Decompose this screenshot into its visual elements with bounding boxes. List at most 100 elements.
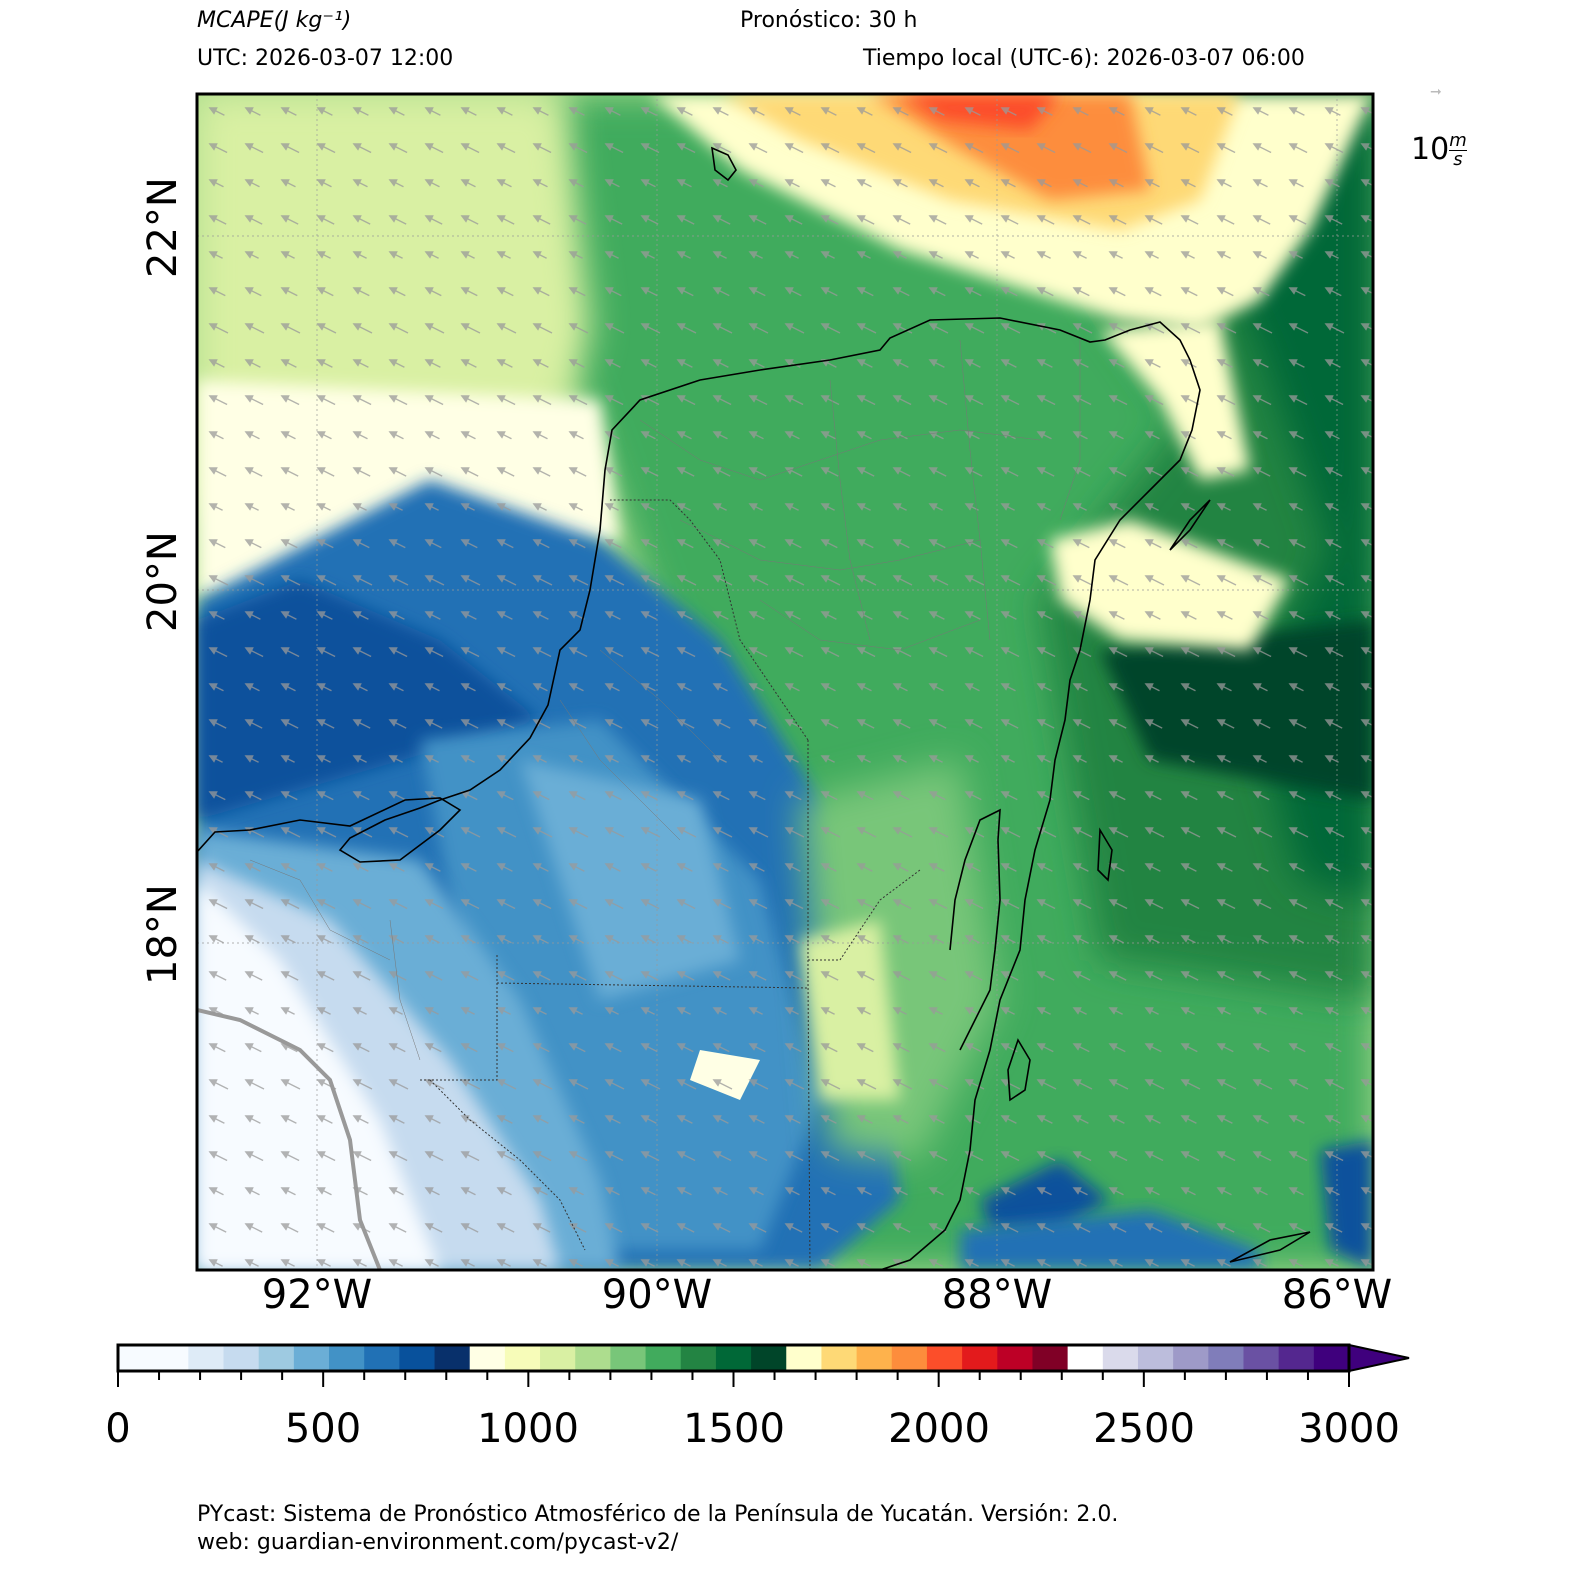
lon-label-86: 86°W (1281, 1272, 1393, 1318)
colorbar-tick-label: 3000 (1298, 1406, 1400, 1452)
wind-arrow (208, 179, 224, 188)
wind-arrow (424, 899, 444, 910)
wind-arrow (532, 1043, 550, 1053)
wind-arrow (568, 215, 587, 225)
wind-arrow (1288, 143, 1308, 154)
wind-arrow (712, 647, 732, 658)
wind-arrow (424, 611, 441, 620)
wind-arrow (316, 179, 332, 188)
wind-arrow (1180, 827, 1201, 838)
wind-arrow (1252, 1259, 1267, 1267)
wind-arrow (424, 1079, 445, 1090)
wind-arrow (316, 431, 332, 440)
wind-arrow (964, 863, 981, 872)
wind-arrow (1288, 323, 1309, 334)
wind-arrow (1360, 971, 1373, 979)
wind-arrow (712, 215, 731, 225)
wind-arrow (1036, 1007, 1051, 1015)
wind-arrow (892, 323, 913, 334)
wind-arrow (1252, 179, 1268, 188)
wind-arrow (568, 179, 584, 188)
wind-arrow (1216, 791, 1234, 801)
wind-arrow (1144, 1151, 1164, 1162)
wind-arrow (712, 791, 730, 801)
wind-arrow (892, 395, 912, 406)
wind-arrow (856, 935, 872, 944)
wind-arrow (640, 863, 657, 872)
wind-arrow (892, 791, 910, 801)
wind-arrow (1180, 395, 1200, 406)
wind-arrow (964, 1043, 982, 1053)
wind-arrow (1180, 323, 1201, 334)
wind-arrow (712, 1151, 732, 1162)
wind-arrow (604, 251, 619, 259)
wind-arrow (856, 251, 871, 259)
wind-arrow (1000, 1187, 1016, 1196)
wind-arrow (640, 359, 657, 368)
wind-arrow (856, 431, 872, 440)
wind-arrow (460, 431, 476, 440)
wind-arrow (928, 755, 943, 763)
colorbar-cell (645, 1345, 682, 1371)
wind-arrow (1360, 575, 1373, 583)
wind-arrow (424, 179, 440, 188)
wind-arrow (892, 575, 913, 586)
wind-arrow (208, 863, 225, 872)
wind-arrow (352, 359, 369, 368)
wind-arrow (640, 215, 659, 225)
wind-arrow (568, 323, 589, 334)
wind-arrow (388, 1223, 407, 1233)
wind-arrow (1360, 395, 1373, 403)
wind-arrow (280, 1043, 298, 1053)
wind-arrow (1216, 1079, 1237, 1090)
wind-arrow (1324, 647, 1344, 658)
wind-arrow (856, 1187, 872, 1196)
wind-arrow (208, 1007, 223, 1015)
wind-arrow (604, 1007, 619, 1015)
colorbar-cell (293, 1345, 330, 1371)
wind-arrow (1252, 1151, 1272, 1162)
wind-arrow (928, 1187, 944, 1196)
wind-arrow (1072, 431, 1088, 440)
wind-arrow (748, 1151, 768, 1162)
wind-arrow (748, 827, 769, 838)
wind-arrow (424, 359, 441, 368)
wind-arrow (1252, 1043, 1270, 1053)
wind-arrow (1216, 179, 1232, 188)
wind-arrow (568, 971, 587, 981)
wind-arrow (856, 503, 871, 511)
wind-arrow (532, 179, 548, 188)
wind-arrow (1324, 1151, 1344, 1162)
wind-arrow (604, 431, 620, 440)
wind-arrow (316, 287, 334, 297)
wind-arrow (1000, 539, 1018, 549)
wind-arrow (1180, 1043, 1198, 1053)
wind-arrow (1324, 539, 1342, 549)
wind-arrow (1144, 1007, 1159, 1015)
colorbar-tick-label: 1000 (477, 1406, 579, 1452)
wind-arrow (1360, 863, 1373, 871)
wind-arrow (856, 719, 875, 729)
wind-arrow (496, 287, 514, 297)
wind-arrow (820, 503, 835, 511)
wind-arrow (496, 323, 517, 334)
wind-arrow (460, 935, 476, 944)
wind-arrow (892, 215, 911, 225)
wind-arrow (1036, 287, 1054, 297)
wind-arrow (460, 503, 475, 511)
wind-arrow (892, 539, 910, 549)
wind-arrow (532, 1079, 553, 1090)
wind-arrow (928, 1115, 945, 1124)
wind-arrow (964, 107, 981, 116)
wind-arrow (820, 395, 840, 406)
wind-arrow (280, 1223, 299, 1233)
wind-arrow (1180, 863, 1197, 872)
wind-arrow (532, 611, 549, 620)
wind-arrow (1288, 503, 1303, 511)
wind-arrow (1288, 1259, 1303, 1267)
wind-arrow (676, 251, 691, 259)
wind-arrow (532, 1007, 547, 1015)
local-time: Tiempo local (UTC-6): 2026-03-07 06:00 (863, 46, 1305, 71)
wind-arrow (388, 611, 405, 620)
